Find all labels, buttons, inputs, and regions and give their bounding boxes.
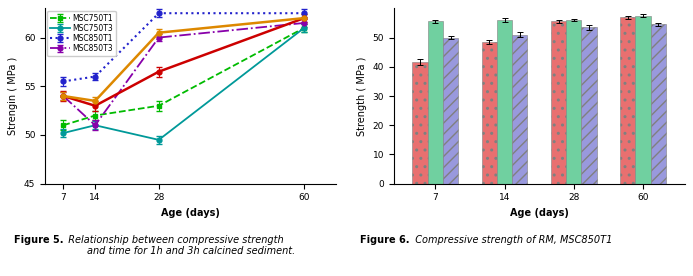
Bar [412,62,428,184]
Bar [566,20,581,184]
Bar [581,27,597,184]
Text: Figure 6.: Figure 6. [360,235,410,245]
Legend: MSC750T1, MSC750T3, MSC850T1, MSC850T3: MSC750T1, MSC750T3, MSC850T1, MSC850T3 [47,10,116,56]
Bar [635,16,651,184]
Text: Relationship between compressive strength
        and time for 1h and 3h calcine: Relationship between compressive strengt… [62,235,296,256]
Bar [512,35,527,184]
X-axis label: Age (days): Age (days) [510,208,569,218]
Bar [651,24,666,184]
Bar [551,22,566,184]
Bar [620,17,635,184]
Bar [482,42,497,184]
Y-axis label: Strength ( MPa ): Strength ( MPa ) [357,56,367,136]
X-axis label: Age (days): Age (days) [161,208,220,218]
Y-axis label: Strengin ( MPa ): Strengin ( MPa ) [8,57,18,135]
Bar [428,22,443,184]
Text: Compressive strength of RM, MSC850T1: Compressive strength of RM, MSC850T1 [409,235,612,245]
Bar [497,20,512,184]
Bar [443,38,458,184]
Text: Figure 5.: Figure 5. [14,235,63,245]
